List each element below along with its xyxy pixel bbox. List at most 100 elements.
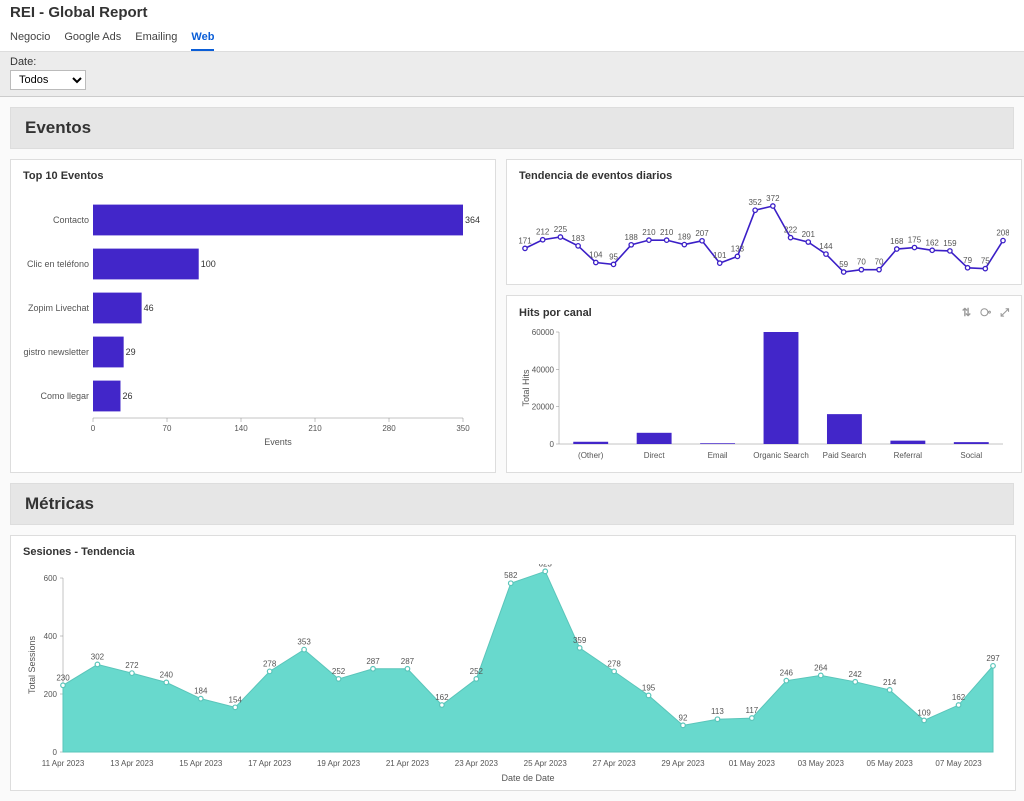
svg-text:75: 75	[981, 257, 990, 266]
card-title: Top 10 Eventos	[23, 170, 483, 182]
svg-text:92: 92	[679, 713, 688, 722]
svg-text:189: 189	[678, 233, 692, 242]
svg-text:400: 400	[44, 632, 58, 641]
tab-negocio[interactable]: Negocio	[10, 27, 50, 51]
svg-text:240: 240	[160, 670, 174, 679]
date-filter-label: Date:	[10, 56, 1014, 68]
svg-text:188: 188	[625, 233, 639, 242]
card-hits-channel: Hits por canal ⇅ ⧂ ⤢ 0200004000060000Tot…	[506, 295, 1022, 473]
svg-text:109: 109	[917, 708, 931, 717]
svg-text:70: 70	[857, 258, 866, 267]
svg-text:195: 195	[642, 683, 656, 692]
sessions-area-chart: 0200400600Total Sessions2303022722401841…	[23, 564, 1003, 784]
svg-text:Total Hits: Total Hits	[521, 369, 531, 407]
tab-web[interactable]: Web	[191, 27, 214, 51]
date-filter-select[interactable]: Todos	[10, 70, 86, 90]
card-title-text: Hits por canal	[519, 307, 592, 319]
top10-bar-chart: Contacto364Clic en teléfono100Zopim Live…	[23, 188, 483, 448]
section-title-eventos: Eventos	[10, 107, 1014, 149]
svg-text:26: 26	[122, 391, 132, 401]
svg-text:40000: 40000	[532, 365, 555, 374]
hits-channel-chart: 0200004000060000Total Hits(Other)DirectE…	[519, 326, 1009, 466]
svg-text:372: 372	[766, 194, 780, 203]
svg-text:225: 225	[554, 225, 568, 234]
chart-toolbar: ⇅ ⧂ ⤢	[956, 306, 1009, 320]
svg-text:70: 70	[163, 424, 172, 433]
svg-text:210: 210	[642, 228, 656, 237]
svg-text:287: 287	[366, 657, 380, 666]
svg-text:104: 104	[589, 251, 603, 260]
svg-text:Date de Date: Date de Date	[501, 773, 554, 783]
svg-text:600: 600	[44, 574, 58, 583]
svg-text:200: 200	[44, 690, 58, 699]
expand-icon[interactable]: ⤢	[1000, 307, 1009, 319]
svg-text:207: 207	[695, 229, 709, 238]
card-title: Hits por canal ⇅ ⧂ ⤢	[519, 306, 1009, 320]
svg-text:Clic en teléfono: Clic en teléfono	[27, 259, 89, 269]
svg-text:Organic Search: Organic Search	[753, 451, 809, 460]
svg-text:46: 46	[144, 303, 154, 313]
sort-icon[interactable]: ⇅	[962, 307, 971, 319]
eventos-row: Top 10 Eventos Contacto364Clic en teléfo…	[10, 159, 1014, 473]
svg-text:183: 183	[571, 234, 585, 243]
svg-text:79: 79	[963, 256, 972, 265]
svg-text:154: 154	[229, 695, 243, 704]
svg-text:201: 201	[802, 230, 816, 239]
svg-text:95: 95	[609, 252, 618, 261]
svg-text:210: 210	[308, 424, 322, 433]
svg-text:29 Apr 2023: 29 Apr 2023	[661, 759, 705, 768]
svg-text:Zopim Livechat: Zopim Livechat	[28, 303, 90, 313]
tab-google-ads[interactable]: Google Ads	[64, 27, 121, 51]
svg-text:59: 59	[839, 260, 848, 269]
svg-text:01 May 2023: 01 May 2023	[729, 759, 776, 768]
svg-text:623: 623	[539, 564, 553, 568]
svg-text:168: 168	[890, 237, 904, 246]
svg-text:29: 29	[126, 347, 136, 357]
svg-text:278: 278	[607, 659, 621, 668]
section-title-metricas: Métricas	[10, 483, 1014, 525]
svg-text:359: 359	[573, 636, 587, 645]
svg-text:(Other): (Other)	[578, 451, 604, 460]
svg-text:25 Apr 2023: 25 Apr 2023	[524, 759, 568, 768]
header: REI - Global Report Negocio Google Ads Ema…	[0, 0, 1024, 52]
svg-text:171: 171	[519, 236, 532, 245]
card-daily-trend: Tendencia de eventos diarios 17121222518…	[506, 159, 1022, 285]
bar-icon[interactable]: ⧂	[980, 307, 991, 319]
svg-text:287: 287	[401, 657, 415, 666]
svg-text:162: 162	[926, 238, 940, 247]
svg-text:11 Apr 2023: 11 Apr 2023	[42, 759, 85, 768]
tab-emailing[interactable]: Emailing	[135, 27, 177, 51]
svg-text:07 May 2023: 07 May 2023	[935, 759, 982, 768]
svg-text:264: 264	[814, 663, 828, 672]
svg-text:230: 230	[56, 673, 70, 682]
svg-text:100: 100	[201, 259, 216, 269]
svg-text:19 Apr 2023: 19 Apr 2023	[317, 759, 361, 768]
svg-text:208: 208	[996, 229, 1009, 238]
svg-text:0: 0	[550, 440, 555, 449]
svg-text:113: 113	[711, 707, 724, 716]
svg-text:272: 272	[125, 661, 139, 670]
svg-text:0: 0	[91, 424, 96, 433]
svg-text:15 Apr 2023: 15 Apr 2023	[179, 759, 223, 768]
svg-text:20000: 20000	[532, 403, 555, 412]
card-title: Tendencia de eventos diarios	[519, 170, 1009, 182]
svg-text:03 May 2023: 03 May 2023	[798, 759, 845, 768]
svg-text:353: 353	[297, 638, 311, 647]
svg-text:297: 297	[986, 654, 1000, 663]
svg-text:364: 364	[465, 215, 480, 225]
svg-text:13 Apr 2023: 13 Apr 2023	[110, 759, 154, 768]
svg-text:05 May 2023: 05 May 2023	[867, 759, 914, 768]
svg-text:Como llegar: Como llegar	[40, 391, 89, 401]
svg-text:350: 350	[456, 424, 470, 433]
svg-text:246: 246	[780, 669, 794, 678]
svg-text:242: 242	[849, 670, 863, 679]
svg-text:278: 278	[263, 659, 277, 668]
svg-text:70: 70	[875, 258, 884, 267]
page-title: REI - Global Report	[10, 4, 1014, 21]
svg-text:Paid Search: Paid Search	[823, 451, 867, 460]
svg-text:144: 144	[819, 242, 833, 251]
svg-text:210: 210	[660, 228, 674, 237]
svg-text:302: 302	[91, 652, 105, 661]
svg-text:Direct: Direct	[644, 451, 666, 460]
svg-text:23 Apr 2023: 23 Apr 2023	[455, 759, 499, 768]
